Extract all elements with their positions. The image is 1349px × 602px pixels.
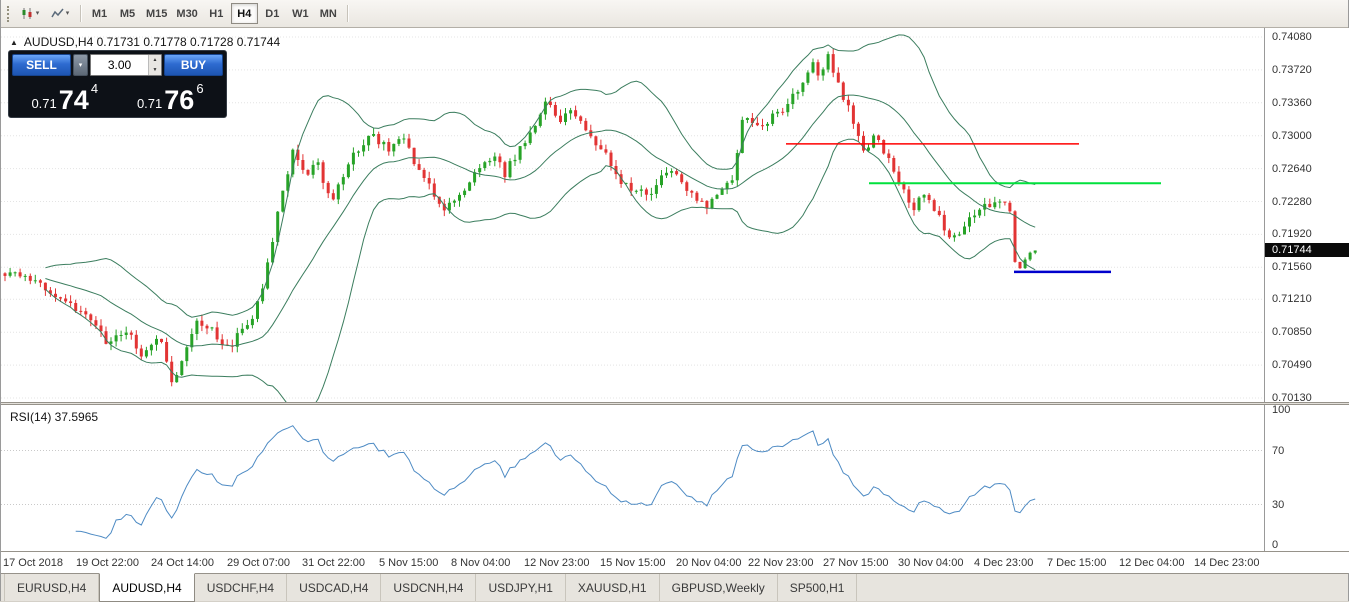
time-axis-label: 19 Oct 22:00: [76, 557, 139, 569]
time-axis-label: 17 Oct 2018: [3, 557, 63, 569]
panel-splitter[interactable]: [1, 402, 1349, 405]
buy-button[interactable]: BUY: [164, 54, 223, 76]
toolbar-timeframes: ▾ ▾ M1 M5 M15 M30 H1 H4 D1 W1 MN: [1, 0, 1348, 28]
chart-tab-usdjpy-h1[interactable]: USDJPY,H1: [476, 574, 566, 601]
time-axis-label: 22 Nov 23:00: [748, 557, 814, 569]
chart-tab-usdcnh-h4[interactable]: USDCNH,H4: [381, 574, 477, 601]
chart-tab-bar: EURUSD,H4 AUDUSD,H4 USDCHF,H4 USDCAD,H4 USDC…: [1, 573, 1348, 602]
rsi-axis-label: 0: [1272, 539, 1279, 551]
chevron-down-icon: ▾: [35, 10, 40, 17]
buy-price-pip: 6: [196, 81, 204, 96]
chart-tab-xauusd-h1[interactable]: XAUUSD,H1: [566, 574, 660, 601]
rsi-panel: RSI(14) 37.5965: [1, 405, 1264, 551]
current-price-badge: 0.71744: [1265, 243, 1349, 258]
zigzag-line-icon: [51, 8, 64, 18]
chart-window: ▲ AUDUSD,H4 0.71731 0.71778 0.71728 0.71…: [1, 28, 1349, 573]
symbol-ohlc-line: ▲ AUDUSD,H4 0.71731 0.71778 0.71728 0.71…: [10, 35, 280, 49]
rsi-axis[interactable]: 100 70 30 0: [1264, 404, 1349, 551]
chart-tab-sp500-h1[interactable]: SP500,H1: [778, 574, 858, 601]
timeframe-button-mn[interactable]: MN: [315, 3, 342, 24]
time-axis-label: 30 Nov 04:00: [898, 557, 964, 569]
chart-tab-audusd-h4[interactable]: AUDUSD,H4: [99, 573, 195, 602]
time-axis-label: 15 Nov 15:00: [600, 557, 666, 569]
lot-size-input[interactable]: [91, 55, 148, 75]
time-axis-label: 12 Dec 04:00: [1119, 557, 1185, 569]
chart-tab-usdchf-h4[interactable]: USDCHF,H4: [195, 574, 288, 601]
timeframe-button-h1[interactable]: H1: [203, 3, 230, 24]
chart-tab-usdcad-h4[interactable]: USDCAD,H4: [287, 574, 382, 601]
lot-size-field: ▲ ▼: [90, 54, 162, 76]
timeframe-button-h4[interactable]: H4: [230, 3, 258, 24]
rsi-axis-label: 100: [1272, 404, 1291, 416]
rsi-chart-canvas[interactable]: [1, 405, 1264, 551]
timeframe-group: M1 M5 M15 M30 H1 H4 D1 W1 MN: [86, 3, 342, 24]
price-axis-label: 0.73360: [1272, 96, 1312, 109]
sell-price-prefix: 0.71: [31, 96, 57, 111]
price-chart-canvas[interactable]: [1, 28, 1264, 402]
price-axis[interactable]: 0.74080 0.73720 0.73360 0.73000 0.72640 0.722…: [1264, 28, 1349, 404]
toolbar-separator: [80, 5, 81, 22]
time-axis-label: 4 Dec 23:00: [974, 557, 1034, 569]
price-axis-label: 0.70490: [1272, 359, 1312, 372]
chevron-down-icon: ▾: [78, 61, 83, 69]
one-click-collapse-icon[interactable]: ▲: [10, 37, 18, 47]
price-axis-label: 0.70130: [1272, 392, 1312, 404]
timeframe-button-d1[interactable]: D1: [259, 3, 286, 24]
sell-price-pip: 4: [90, 81, 99, 96]
price-axis-label: 0.71560: [1272, 261, 1312, 274]
price-axis-label: 0.73720: [1272, 63, 1312, 76]
time-axis-label: 12 Nov 23:00: [524, 557, 590, 569]
toolbar-grip[interactable]: [7, 5, 9, 22]
price-axis-label: 0.74080: [1272, 31, 1312, 43]
lot-spinner: ▲ ▼: [148, 55, 161, 75]
price-axis-label: 0.70850: [1272, 326, 1312, 339]
one-click-controls-row: SELL ▾ ▲ ▼ BUY: [12, 54, 223, 76]
price-axis-label: 0.72640: [1272, 162, 1312, 175]
timeframe-button-m5[interactable]: M5: [114, 3, 141, 24]
timeframe-button-m30[interactable]: M30: [172, 3, 201, 24]
lot-preset-dropdown[interactable]: ▾: [73, 54, 88, 76]
chart-type-button[interactable]: ▾: [15, 3, 45, 24]
time-axis-label: 14 Dec 23:00: [1194, 557, 1260, 569]
buy-price-prefix: 0.71: [136, 96, 163, 111]
timeframe-button-m1[interactable]: M1: [86, 3, 113, 24]
chevron-down-icon: ▾: [65, 10, 70, 17]
timeframe-button-m15[interactable]: M15: [142, 3, 171, 24]
buy-price-display[interactable]: 0.71 76 6: [118, 78, 224, 114]
price-axis-label: 0.72280: [1272, 195, 1312, 208]
one-click-prices-row: 0.71 74 4 0.71 76 6: [12, 78, 223, 114]
time-axis-label: 7 Dec 15:00: [1047, 557, 1107, 569]
sell-price-display[interactable]: 0.71 74 4: [12, 78, 118, 114]
price-axis-label: 0.71920: [1272, 228, 1312, 241]
buy-price-main: 76: [164, 85, 195, 116]
candlestick-chart-icon: [22, 8, 32, 19]
sell-button[interactable]: SELL: [12, 54, 71, 76]
lot-decrease-button[interactable]: ▼: [149, 65, 161, 75]
time-axis-label: 20 Nov 04:00: [676, 557, 742, 569]
timeframe-button-w1[interactable]: W1: [287, 3, 314, 24]
rsi-axis-label: 70: [1272, 444, 1285, 457]
lot-increase-button[interactable]: ▲: [149, 55, 161, 65]
symbol-ohlc-text: AUDUSD,H4 0.71731 0.71778 0.71728 0.7174…: [23, 35, 281, 49]
time-axis-label: 24 Oct 14:00: [151, 557, 214, 569]
sell-price-main: 74: [58, 85, 89, 116]
time-axis[interactable]: 17 Oct 2018 19 Oct 22:00 24 Oct 14:00 29 Oc…: [1, 551, 1349, 573]
time-axis-label: 5 Nov 15:00: [379, 557, 439, 569]
one-click-trading-panel: SELL ▾ ▲ ▼ BUY 0.71 74 4: [8, 50, 227, 118]
price-axis-label: 0.73000: [1272, 129, 1312, 142]
chart-tab-gbpusd-weekly[interactable]: GBPUSD,Weekly: [660, 574, 778, 601]
time-axis-label: 29 Oct 07:00: [227, 557, 290, 569]
rsi-axis-label: 30: [1272, 498, 1285, 511]
toolbar-separator: [346, 5, 348, 22]
rsi-indicator-label: RSI(14) 37.5965: [10, 410, 99, 424]
time-axis-label: 31 Oct 22:00: [302, 557, 365, 569]
line-studies-button[interactable]: ▾: [45, 3, 75, 24]
time-axis-label: 8 Nov 04:00: [451, 557, 511, 569]
price-axis-label: 0.71210: [1272, 293, 1312, 306]
chart-tab-eurusd-h4[interactable]: EURUSD,H4: [4, 574, 100, 601]
time-axis-label: 27 Nov 15:00: [823, 557, 889, 569]
